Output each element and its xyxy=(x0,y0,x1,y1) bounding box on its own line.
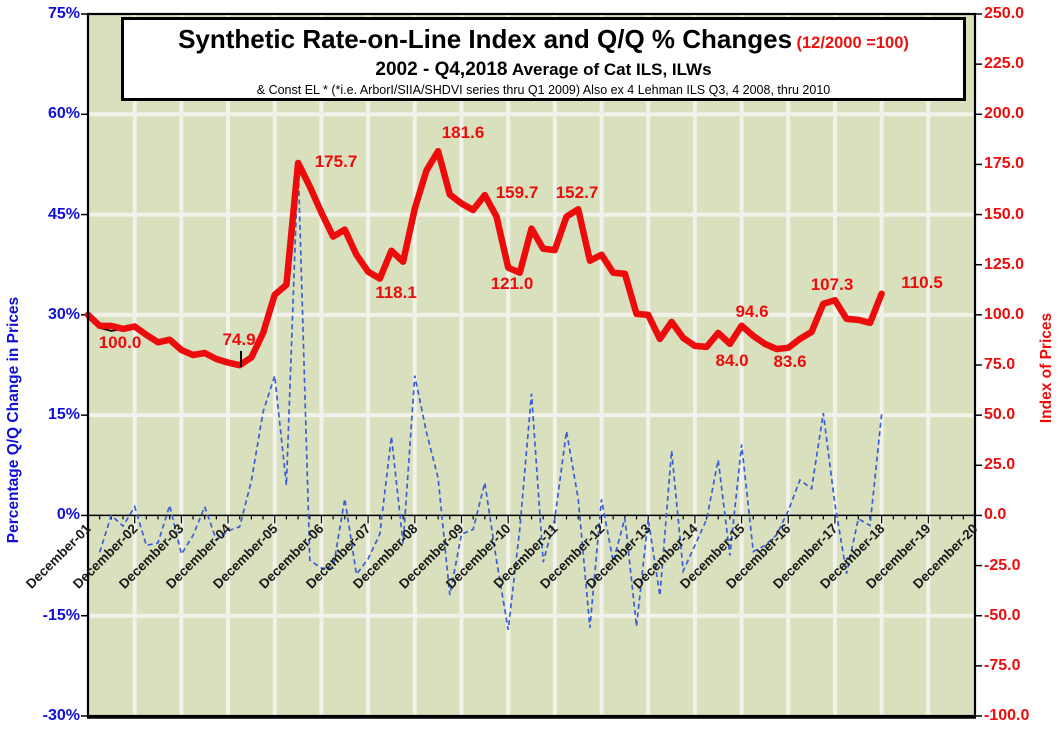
chart-subtitle-series: Average of Cat ILS, ILWs xyxy=(511,60,712,79)
y-right-tick-label: -75.0 xyxy=(984,656,1021,674)
y-right-tick-label: 200.0 xyxy=(984,105,1025,123)
y-left-tick-label: 60% xyxy=(47,105,80,123)
series-index-of-prices xyxy=(84,147,885,369)
y-right-tick-label: 25.0 xyxy=(984,456,1016,474)
y-left-tick-label: 0% xyxy=(56,506,80,524)
y-right-tick-label: 0.0 xyxy=(984,506,1007,524)
y-right-tick-label: 75.0 xyxy=(984,356,1016,373)
data-label-152.7: 152.7 xyxy=(555,183,599,202)
data-label-175.7: 175.7 xyxy=(314,152,358,171)
data-label-74.9: 74.9 xyxy=(222,330,256,349)
chart-footnote: & Const EL * (*i.e. ArborI/SIIA/SHDVI se… xyxy=(256,83,831,97)
chart-title-base-note: (12/2000 =100) xyxy=(796,34,909,52)
y-axis-left-title: Percentage Q/Q Change in Prices xyxy=(5,296,22,544)
data-label-110.5: 110.5 xyxy=(901,273,943,292)
chart-title-line: Synthetic Rate-on-Line Index and Q/Q % C… xyxy=(124,24,963,59)
data-label-leader-line xyxy=(240,351,242,367)
data-label-118.1: 118.1 xyxy=(375,283,417,302)
y-right-tick-label: 250.0 xyxy=(984,5,1025,22)
data-label-83.6: 83.6 xyxy=(773,352,807,371)
series-qq-percent-change xyxy=(98,162,883,630)
data-label-107.3: 107.3 xyxy=(810,275,854,294)
y-right-tick-label: 125.0 xyxy=(984,255,1025,273)
y-right-tick-label: -25.0 xyxy=(984,556,1021,574)
plot-background xyxy=(88,14,975,716)
y-left-tick-label: 30% xyxy=(47,305,80,323)
y-axis-right-title: Index of Prices xyxy=(1038,312,1055,424)
data-label-121.0: 121.0 xyxy=(490,274,534,293)
chart-subtitle-line: 2002 - Q4,2018 Average of Cat ILS, ILWs xyxy=(124,59,963,82)
data-label-94.6: 94.6 xyxy=(735,302,769,321)
data-label-159.7: 159.7 xyxy=(495,183,539,202)
chart-title: Synthetic Rate-on-Line Index and Q/Q % C… xyxy=(178,24,793,54)
y-right-tick-label: 150.0 xyxy=(984,205,1025,223)
y-right-tick-label: 175.0 xyxy=(984,155,1025,173)
y-left-tick-label: 15% xyxy=(47,406,80,424)
y-right-tick-label: -50.0 xyxy=(984,606,1021,624)
y-right-tick-label: 50.0 xyxy=(984,406,1016,424)
y-left-tick-label: -15% xyxy=(42,606,80,624)
y-left-tick-label: -30% xyxy=(42,707,80,724)
data-label-181.6: 181.6 xyxy=(441,123,485,142)
y-right-tick-label: -100.0 xyxy=(984,707,1030,724)
y-left-tick-label: 75% xyxy=(47,5,80,22)
chart-title-box: Synthetic Rate-on-Line Index and Q/Q % C… xyxy=(121,17,966,101)
y-right-tick-label: 225.0 xyxy=(984,55,1025,73)
y-right-tick-label: 100.0 xyxy=(984,305,1025,323)
data-label-84.0: 84.0 xyxy=(715,351,749,370)
chart-subtitle-period: 2002 - Q4,2018 xyxy=(375,59,508,80)
y-left-tick-label: 45% xyxy=(47,205,80,223)
data-label-100.0: 100.0 xyxy=(98,333,142,352)
